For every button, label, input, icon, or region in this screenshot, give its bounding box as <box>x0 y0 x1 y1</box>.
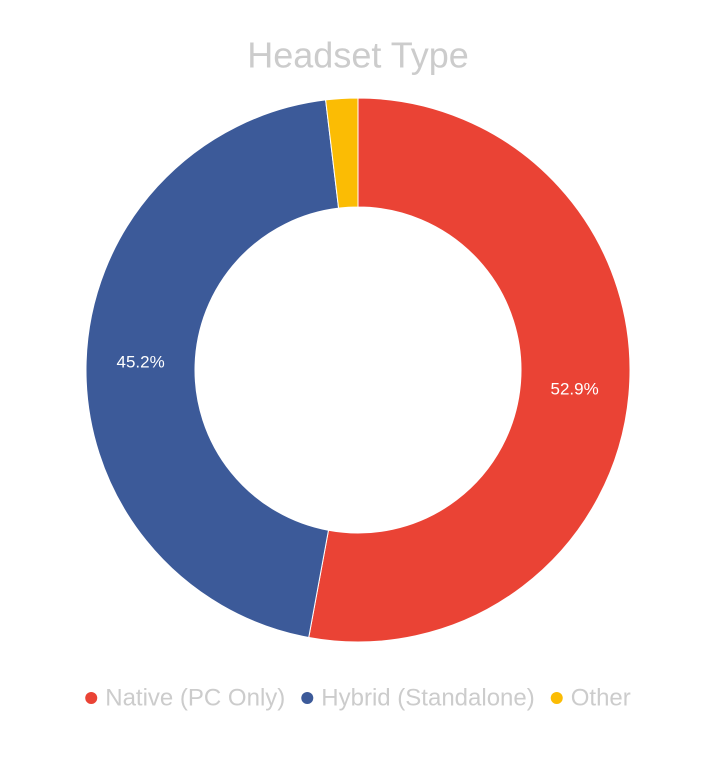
legend-marker <box>550 692 563 704</box>
legend-marker <box>85 692 98 704</box>
legend-label: Hybrid (Standalone) <box>321 684 534 711</box>
data-label: 45.2% <box>117 353 165 372</box>
data-label: 52.9% <box>550 379 598 398</box>
legend-label: Native (PC Only) <box>105 684 285 711</box>
chart-title: Headset Type <box>247 35 468 76</box>
legend-label: Other <box>571 684 631 711</box>
donut-slice <box>85 99 340 639</box>
legend-marker <box>301 692 314 704</box>
donut-slice <box>308 97 631 643</box>
donut-slice <box>325 97 359 209</box>
